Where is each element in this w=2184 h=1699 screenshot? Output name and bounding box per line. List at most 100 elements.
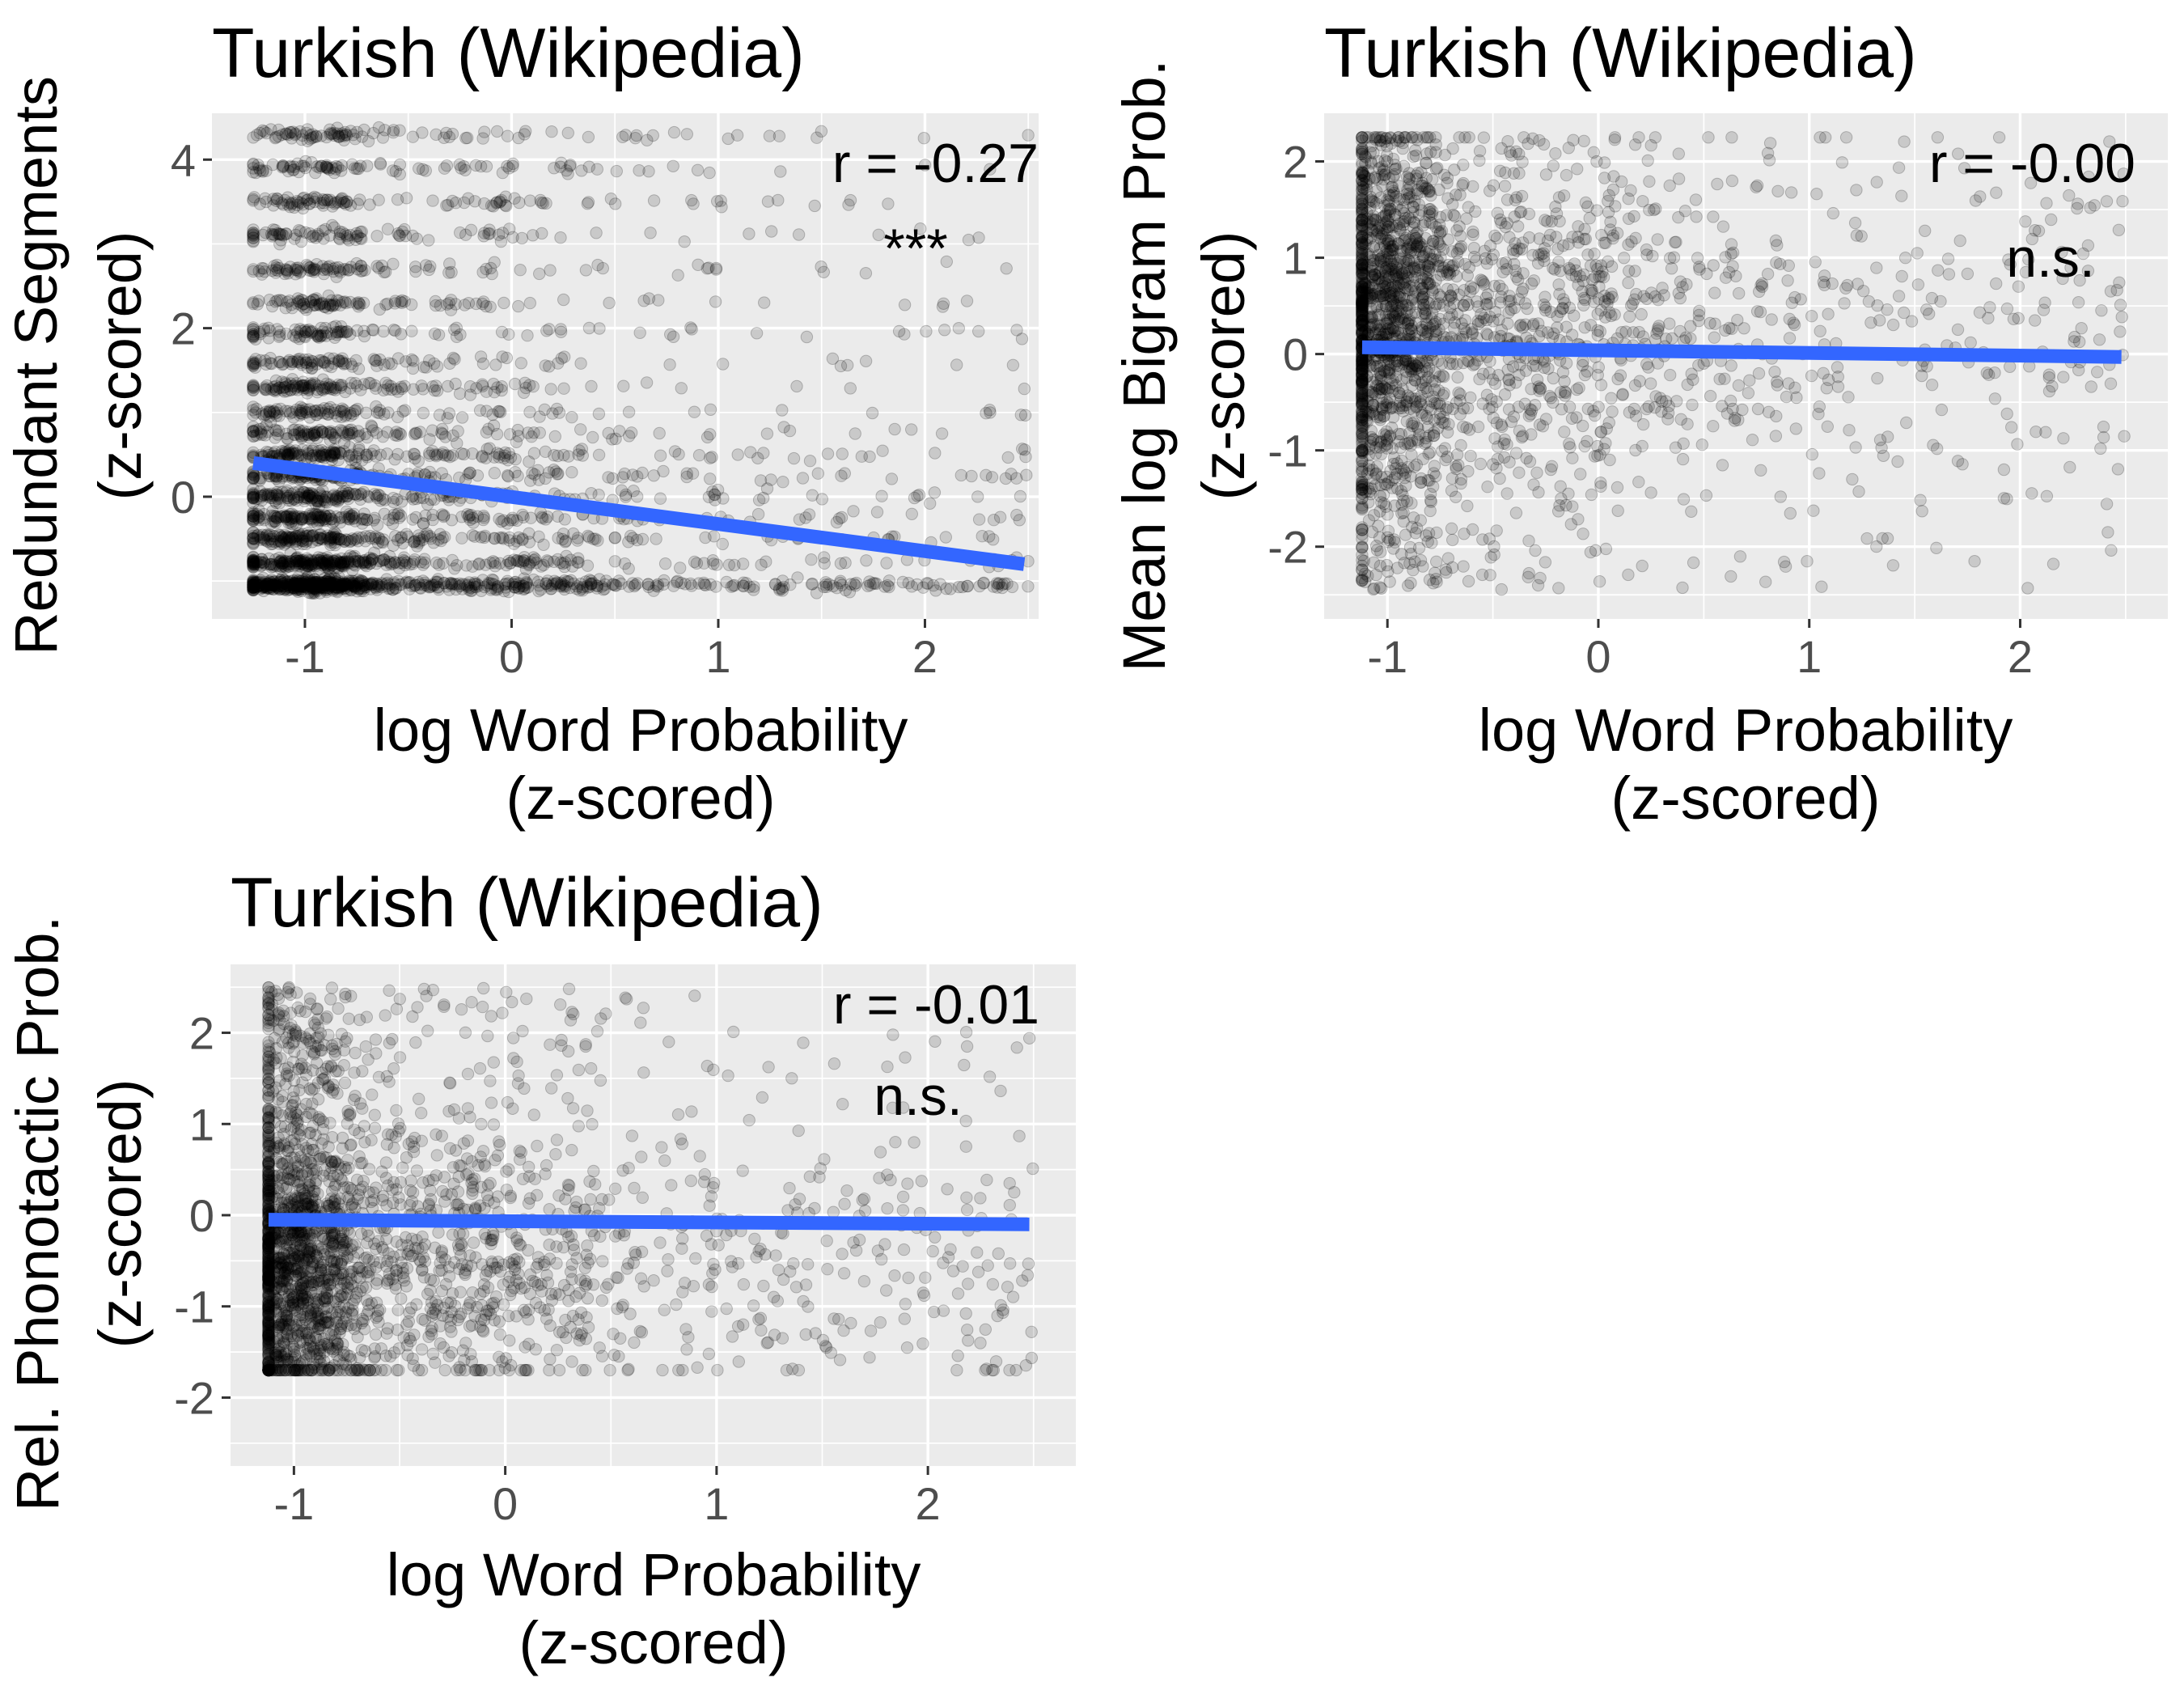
scatter-point: [581, 197, 594, 210]
scatter-point: [1769, 234, 1783, 248]
scatter-point: [375, 535, 389, 549]
scatter-point: [765, 225, 778, 238]
scatter-point: [548, 430, 561, 443]
scatter-point: [383, 549, 396, 563]
scatter-point: [274, 535, 287, 548]
scatter-point: [699, 531, 712, 544]
scatter-point: [408, 261, 422, 273]
scatter-point: [354, 488, 367, 501]
x-tick-label: 1: [705, 631, 730, 682]
scatter-point: [602, 471, 615, 484]
scatter-point: [321, 263, 334, 277]
scatter-point: [338, 556, 352, 569]
scatter-point: [554, 325, 568, 338]
scatter-point: [320, 326, 333, 339]
scatter-point: [374, 448, 387, 461]
scatter-point: [345, 423, 358, 436]
scatter-point: [1013, 514, 1026, 527]
scatter-point: [294, 557, 307, 571]
scatter-point: [455, 411, 469, 424]
scatter-point: [247, 489, 260, 502]
scatter-point: [326, 299, 340, 312]
scatter-point: [1691, 252, 1704, 265]
scatter-point: [370, 230, 383, 243]
scatter-point: [417, 361, 430, 374]
scatter-point: [471, 578, 484, 591]
scatter-point: [590, 227, 603, 239]
scatter-point: [266, 299, 279, 313]
scatter-point: [247, 425, 260, 439]
scatter-point: [354, 260, 368, 273]
scatter-point: [291, 354, 304, 368]
scatter-point: [368, 379, 382, 392]
scatter-point: [247, 578, 260, 591]
scatter-point: [417, 574, 430, 587]
scatter-point: [834, 557, 848, 570]
scatter-point: [622, 562, 635, 575]
scatter-point: [277, 557, 290, 570]
scatter-point: [866, 406, 879, 420]
scatter-point: [960, 294, 974, 307]
scatter-point: [249, 406, 262, 419]
scatter-point: [273, 562, 287, 575]
panel-1-significance: ***: [883, 218, 947, 279]
scatter-point: [1383, 575, 1396, 588]
scatter-point: [321, 359, 335, 372]
scatter-point: [1513, 466, 1526, 479]
scatter-point: [540, 324, 553, 337]
scatter-point: [898, 299, 912, 311]
scatter-point: [993, 577, 1006, 590]
scatter-point: [306, 378, 319, 392]
scatter-point: [826, 352, 840, 365]
scatter-point: [247, 379, 260, 392]
scatter-point: [758, 296, 771, 309]
scatter-point: [783, 424, 797, 438]
scatter-point: [559, 534, 573, 548]
scatter-point: [290, 529, 303, 543]
scatter-point: [446, 127, 459, 141]
scatter-point: [631, 470, 644, 483]
scatter-point: [286, 355, 298, 368]
scatter-point: [303, 227, 316, 240]
scatter-point: [680, 467, 693, 480]
scatter-point: [490, 427, 504, 441]
scatter-point: [647, 584, 660, 597]
scatter-point: [1461, 499, 1474, 513]
scatter-point: [1848, 216, 1862, 230]
scatter-point: [755, 558, 768, 571]
scatter-point: [1006, 358, 1020, 371]
scatter-point: [266, 583, 280, 595]
scatter-point: [1990, 277, 2003, 290]
scatter-point: [585, 379, 598, 393]
scatter-point: [606, 578, 619, 591]
scatter-point: [459, 132, 472, 145]
scatter-point: [309, 378, 322, 391]
scatter-point: [537, 538, 550, 551]
scatter-point: [377, 324, 390, 338]
scatter-point: [430, 379, 442, 392]
scatter-point: [315, 450, 328, 464]
scatter-point: [316, 328, 329, 342]
scatter-point: [757, 491, 770, 505]
scatter-point: [827, 579, 840, 593]
scatter-point: [276, 557, 289, 570]
scatter-point: [557, 448, 570, 462]
scatter-point: [418, 576, 432, 589]
scatter-point: [436, 532, 449, 544]
scatter-point: [299, 155, 312, 168]
scatter-point: [551, 449, 565, 463]
scatter-point: [383, 513, 396, 527]
scatter-point: [322, 509, 336, 523]
scatter-point: [340, 263, 353, 276]
scatter-point: [1725, 174, 1739, 188]
scatter-point: [354, 159, 367, 172]
scatter-point: [346, 550, 359, 564]
scatter-point: [332, 495, 345, 508]
scatter-point: [249, 575, 262, 589]
scatter-point: [598, 583, 612, 595]
scatter-point: [585, 487, 598, 500]
scatter-point: [592, 448, 606, 461]
scatter-point: [558, 350, 571, 363]
scatter-point: [1754, 464, 1767, 477]
